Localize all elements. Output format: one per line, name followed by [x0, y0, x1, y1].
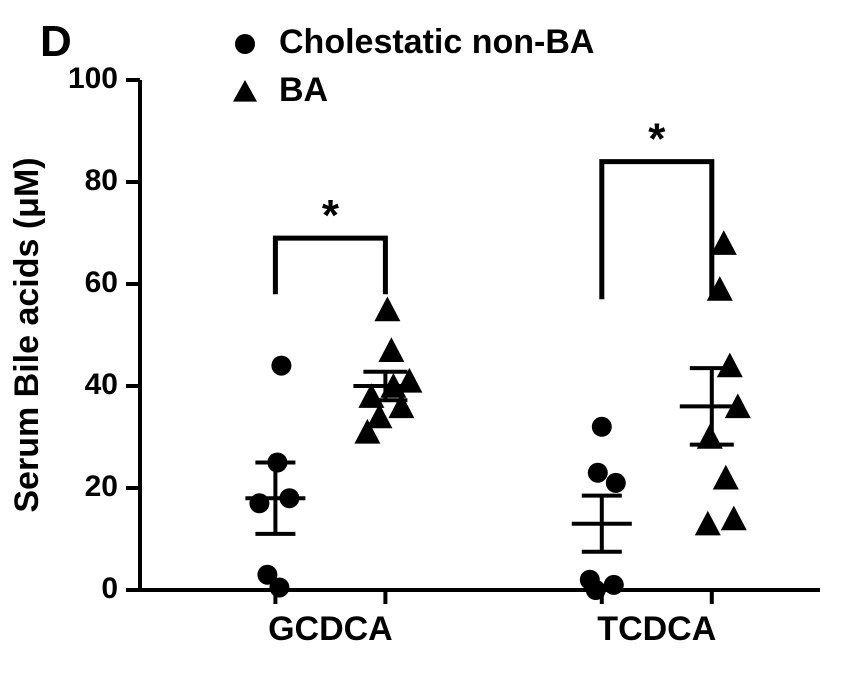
y-tick-label: 20 — [85, 470, 118, 503]
data-point — [695, 511, 721, 536]
significance-star: * — [648, 115, 666, 164]
data-point — [592, 417, 612, 437]
legend-label: BA — [279, 71, 328, 109]
y-tick-label: 40 — [85, 368, 118, 401]
data-point — [580, 570, 600, 590]
data-point — [257, 565, 277, 585]
y-axis-title: Serum Bile acids (μM) — [8, 157, 46, 512]
x-category-label: TCDCA — [597, 610, 716, 648]
significance-star: * — [322, 191, 340, 240]
data-point — [606, 473, 626, 493]
legend-label: Cholestatic non-BA — [279, 23, 594, 61]
y-tick-label: 100 — [68, 62, 118, 95]
x-category-label: GCDCA — [268, 610, 393, 648]
legend-marker-triangle — [233, 80, 257, 102]
scatter-chart: D 0 20 40 60 80 100 GCDCA TCDCA Serum Bile acids … — [0, 0, 850, 682]
data-point — [717, 353, 743, 378]
legend-marker-circle — [235, 34, 255, 54]
y-tick-label: 0 — [101, 572, 118, 605]
figure-panel: D 0 20 40 60 80 100 GCDCA TCDCA Serum Bile acids … — [0, 0, 850, 682]
data-point — [588, 463, 608, 483]
y-tick-label: 60 — [85, 266, 118, 299]
data-point — [711, 230, 737, 255]
data-point — [721, 506, 747, 531]
panel-label: D — [40, 17, 72, 66]
data-point — [604, 575, 624, 595]
data-point — [374, 297, 400, 322]
data-point — [378, 337, 404, 362]
significance-bracket — [602, 162, 712, 300]
data-point — [713, 465, 739, 490]
y-tick-label: 80 — [85, 164, 118, 197]
significance-bracket — [275, 238, 385, 294]
data-point — [271, 356, 291, 376]
